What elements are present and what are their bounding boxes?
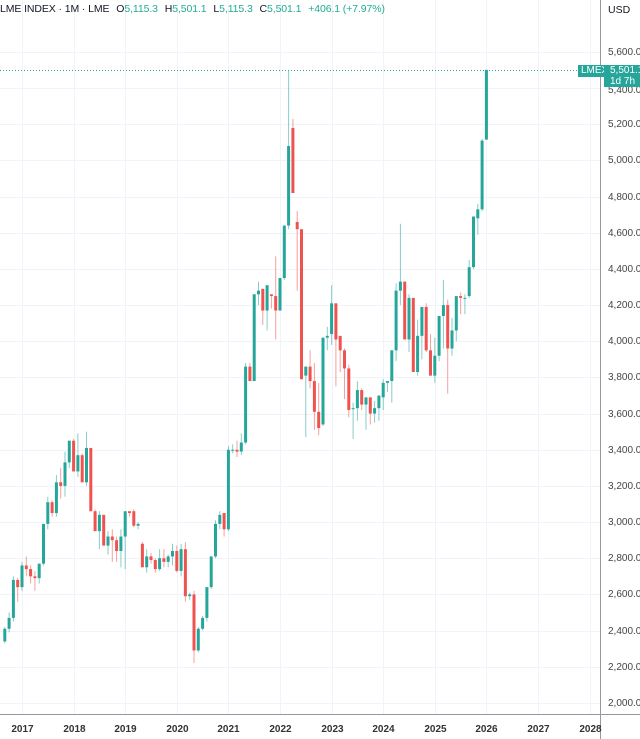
open-value: 5,115.3 xyxy=(124,3,158,15)
time-tick-label: 2020 xyxy=(166,724,189,735)
bar-countdown: 1d 7h xyxy=(610,75,636,87)
time-tick-label: 2023 xyxy=(321,724,344,735)
price-tick-label: 4,200.0 xyxy=(608,299,640,311)
time-tick-label: 2021 xyxy=(217,724,240,735)
price-tick-label: 5,600.0 xyxy=(608,46,640,58)
symbol-tag: LMEX xyxy=(578,64,612,77)
price-tick-label: 2,000.0 xyxy=(608,697,640,709)
price-tick-label: 4,000.0 xyxy=(608,335,640,347)
time-tick-label: 2017 xyxy=(11,724,34,735)
close-label: C xyxy=(259,3,268,15)
time-tick-label: 2022 xyxy=(269,724,292,735)
price-tick-label: 5,400.0 xyxy=(608,85,640,96)
low-value: 5,115.3 xyxy=(219,3,253,15)
price-tick-label: 3,000.0 xyxy=(608,516,640,528)
last-price-tag: 5,501.1 1d 7h xyxy=(604,64,640,87)
low-label: L xyxy=(213,3,220,15)
symbol-label: LME INDEX · 1M · LME xyxy=(0,3,110,15)
symbol-legend: LME INDEX · 1M · LME O5,115.3 H5,501.1 L… xyxy=(0,3,385,15)
price-tick-label: 2,600.0 xyxy=(608,588,640,600)
price-tick-label: 2,200.0 xyxy=(608,661,640,673)
price-tick-label: 3,800.0 xyxy=(608,371,640,383)
price-tick-label: 3,400.0 xyxy=(608,444,640,456)
high-value: 5,501.1 xyxy=(172,3,207,15)
change-value: +406.1 (+7.97%) xyxy=(308,3,385,15)
price-tick-label: 3,600.0 xyxy=(608,408,640,420)
close-value: 5,501.1 xyxy=(267,3,302,15)
price-tick-label: 4,800.0 xyxy=(608,191,640,203)
price-tick-label: 4,600.0 xyxy=(608,227,640,239)
grid-lines xyxy=(0,0,600,714)
time-tick-label: 2018 xyxy=(63,724,86,735)
price-tick-label: 2,400.0 xyxy=(608,625,640,637)
price-tick-label: 5,000.0 xyxy=(608,154,640,166)
price-tick-label: 2,800.0 xyxy=(608,552,640,564)
price-tick-label: 5,200.0 xyxy=(608,118,640,130)
currency-button[interactable]: USD xyxy=(608,4,631,16)
time-tick-label: 2027 xyxy=(527,724,550,735)
time-tick-label: 2025 xyxy=(424,724,447,735)
last-price-value: 5,501.1 xyxy=(610,64,640,76)
time-tick-label: 2026 xyxy=(475,724,498,735)
high-label: H xyxy=(164,3,173,15)
price-tick-label: 4,400.0 xyxy=(608,263,640,275)
open-label: O xyxy=(116,3,125,15)
time-tick-label: 2024 xyxy=(372,724,395,735)
price-tick-label: 3,200.0 xyxy=(608,480,640,492)
candles xyxy=(3,69,488,664)
time-tick-label: 2019 xyxy=(114,724,137,735)
time-tick-label: 2028 xyxy=(579,724,602,735)
